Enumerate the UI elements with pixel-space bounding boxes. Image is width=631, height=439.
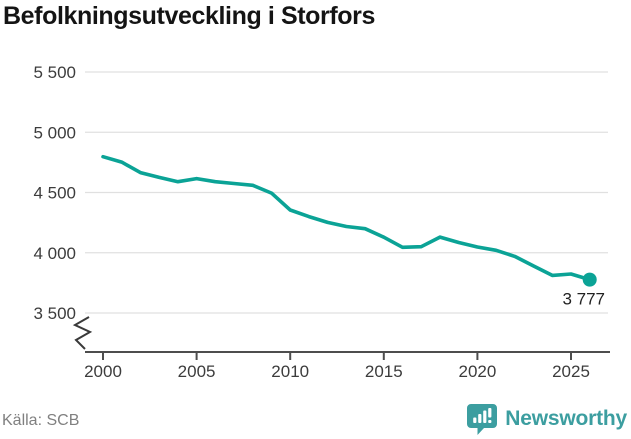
newsworthy-logo-icon (467, 404, 498, 435)
y-tick-label: 4 000 (33, 244, 76, 263)
x-tick-label: 2005 (178, 362, 216, 381)
endpoint-value-label: 3 777 (562, 290, 605, 309)
logo-bar-chart-glyph (473, 408, 492, 423)
y-tick-label: 3 500 (33, 304, 76, 323)
population-line (101, 154, 592, 282)
newsworthy-wordmark: Newsworthy (505, 407, 627, 430)
population-line-chart: 3 500 4 000 4 500 5 000 5 500 2000 2005 2010 201… (33, 63, 610, 381)
x-tick-label: 2010 (271, 362, 309, 381)
x-tick-label: 2000 (84, 362, 122, 381)
y-tick-label: 5 500 (33, 63, 76, 82)
x-tick-label: 2015 (365, 362, 403, 381)
newsworthy-brand[interactable]: Newsworthy (466, 402, 627, 436)
y-tick-label: 5 000 (33, 123, 76, 142)
axis-break-icon (72, 316, 93, 350)
logo-speech-bubble (467, 404, 498, 435)
x-tick-label: 2020 (458, 362, 496, 381)
page-title: Befolkningsutveckling i Storfors (3, 2, 375, 30)
source-label: Källa: SCB (2, 412, 80, 429)
y-tick-label: 4 500 (33, 184, 76, 203)
x-tick-label: 2025 (552, 362, 590, 381)
endpoint-dot (582, 272, 597, 287)
